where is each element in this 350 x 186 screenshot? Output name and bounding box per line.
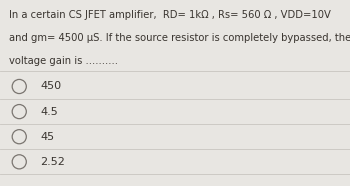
- Text: 45: 45: [40, 132, 54, 142]
- Text: voltage gain is ..........: voltage gain is ..........: [9, 56, 118, 66]
- Text: In a certain CS JFET amplifier,  RD= 1kΩ , Rs= 560 Ω , VDD=10V: In a certain CS JFET amplifier, RD= 1kΩ …: [9, 10, 331, 20]
- Text: and gm= 4500 μS. If the source resistor is completely bypassed, the: and gm= 4500 μS. If the source resistor …: [9, 33, 350, 44]
- Text: 450: 450: [40, 81, 61, 92]
- Text: 4.5: 4.5: [40, 107, 58, 117]
- Text: 2.52: 2.52: [40, 157, 65, 167]
